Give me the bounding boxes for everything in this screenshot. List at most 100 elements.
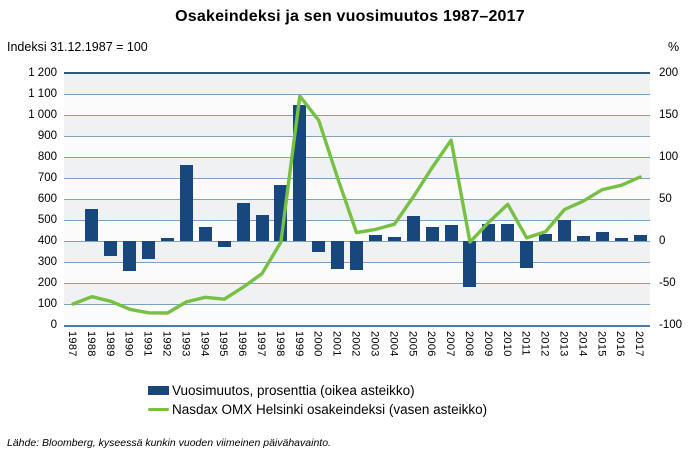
left-tick-label: 1 200 [28,67,57,79]
right-tick-label: 200 [659,67,679,79]
bar-1992 [161,237,175,241]
left-tick-label: 700 [37,172,57,184]
bar-1995 [217,241,231,247]
right-tick-label: 100 [659,151,679,163]
left-tick-label: 0 [50,319,57,331]
bar-2017 [633,235,647,241]
plot-band [64,199,650,220]
legend-item-osakeindeksi: Nasdax OMX Helsinki osakeindeksi (vasen … [148,400,487,419]
bar-2014 [576,235,590,241]
year-label-1996: 1996 [236,331,249,357]
left-tick-label: 200 [37,277,57,289]
left-tick-label: 1 000 [28,109,57,121]
year-label-1991: 1991 [141,331,154,357]
bar-2015 [595,231,609,241]
year-label-1995: 1995 [217,331,230,357]
bar-2012 [539,234,553,241]
left-tick-label: 500 [37,214,57,226]
right-axis-title: % [668,40,680,54]
plot-band [64,157,650,178]
bar-1993 [179,164,193,241]
left-tick-label: 900 [37,130,57,142]
year-label-1989: 1989 [103,331,116,357]
plot-band [64,115,650,136]
gridline [64,157,650,158]
gridline [64,199,650,200]
year-label-2008: 2008 [462,331,475,357]
bar-2009 [482,224,496,241]
plot-band [64,136,650,157]
year-label-2002: 2002 [349,331,362,357]
legend: Vuosimuutos, prosenttia (oikea asteikko)… [148,381,487,419]
bar-1988 [85,209,99,241]
gridline [64,94,650,95]
chart-title: Osakeindeksi ja sen vuosimuutos 1987–201… [175,8,525,25]
year-label-1994: 1994 [198,331,211,357]
right-tick-label: 150 [659,109,679,121]
bar-2011 [520,241,534,268]
bar-2010 [501,224,515,241]
year-label-2006: 2006 [425,331,438,357]
index-line [71,94,642,315]
bar-2006 [425,226,439,241]
bar-2001 [331,241,345,269]
left-tick-label: 1 100 [28,88,57,100]
right-tick-label: 0 [659,235,666,247]
left-tick-label: 600 [37,193,57,205]
bar-1994 [198,226,212,241]
year-label-2005: 2005 [406,331,419,357]
bar-2005 [406,215,420,241]
right-tick-label: -50 [659,277,676,289]
year-label-2011: 2011 [519,331,532,356]
year-label-2017: 2017 [633,331,646,357]
bar-1990 [123,241,137,272]
plot-band [64,94,650,115]
year-label-2016: 2016 [614,331,627,357]
gridline [64,325,650,327]
legend-label: Vuosimuutos, prosenttia (oikea asteikko) [172,383,415,398]
gridline [64,304,650,305]
bar-1999 [293,104,307,241]
gridline [64,136,650,137]
plot-area [64,72,650,327]
plot-band [64,73,650,94]
left-axis-title: Indeksi 31.12.1987 = 100 [7,40,148,54]
line-series-swatch-icon [148,407,169,412]
year-label-2003: 2003 [368,331,381,357]
bar-1991 [142,241,156,260]
bar-2008 [463,241,477,288]
bar-2004 [387,236,401,241]
year-label-2000: 2000 [311,331,324,357]
gridline [64,115,650,116]
year-label-2010: 2010 [500,331,513,357]
year-label-1997: 1997 [255,331,268,357]
plot-band [64,304,650,325]
year-label-1992: 1992 [160,331,173,357]
gridline [64,72,650,74]
year-label-1993: 1993 [179,331,192,357]
plot-band [64,262,650,283]
year-label-1999: 1999 [292,331,305,357]
year-label-2007: 2007 [444,331,457,357]
year-label-1988: 1988 [84,331,97,357]
year-label-1990: 1990 [122,331,135,357]
bar-2013 [557,220,571,241]
left-tick-label: 800 [37,151,57,163]
year-label-2013: 2013 [557,331,570,357]
bar-2000 [312,241,326,252]
year-label-2015: 2015 [595,331,608,357]
legend-item-vuosimuutos: Vuosimuutos, prosenttia (oikea asteikko) [148,381,487,400]
bar-1989 [104,241,118,257]
bar-2002 [350,241,364,271]
year-label-2001: 2001 [330,331,343,357]
left-tick-label: 300 [37,256,57,268]
year-label-2009: 2009 [481,331,494,357]
legend-label: Nasdax OMX Helsinki osakeindeksi (vasen … [172,402,488,417]
year-label-2012: 2012 [538,331,551,357]
left-tick-label: 100 [37,298,57,310]
gridline [64,283,650,284]
bar-series-swatch-icon [148,386,169,395]
bar-1997 [255,214,269,241]
year-label-1987: 1987 [66,331,78,357]
